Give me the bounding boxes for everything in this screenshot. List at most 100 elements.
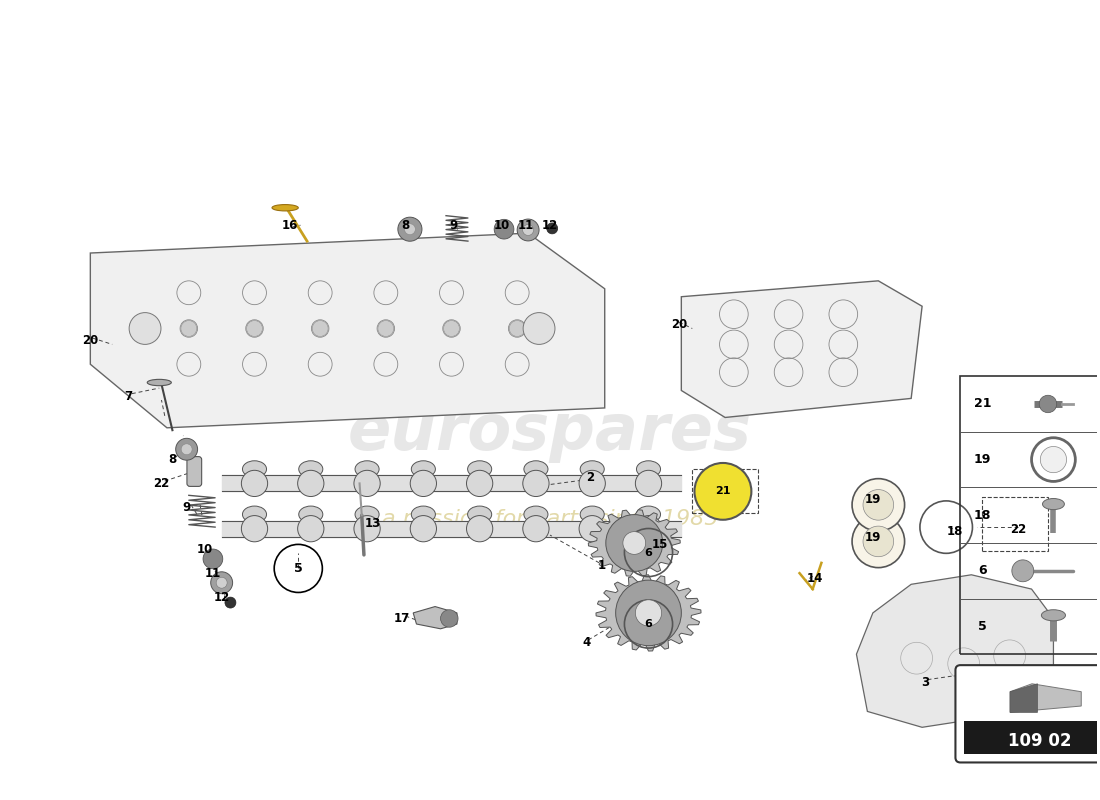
Text: 5: 5 <box>294 562 302 575</box>
Circle shape <box>180 321 197 337</box>
Circle shape <box>522 470 549 497</box>
Circle shape <box>443 321 460 337</box>
Text: 12: 12 <box>542 218 558 232</box>
Circle shape <box>517 219 539 241</box>
Circle shape <box>312 321 328 337</box>
Circle shape <box>864 526 893 557</box>
Circle shape <box>298 470 323 497</box>
Text: 10: 10 <box>494 218 510 232</box>
Circle shape <box>466 515 493 542</box>
Circle shape <box>410 470 437 497</box>
Text: 109 02: 109 02 <box>1008 732 1071 750</box>
Text: 11: 11 <box>518 218 534 232</box>
Text: 8: 8 <box>168 453 176 466</box>
Text: 14: 14 <box>806 572 823 586</box>
Circle shape <box>606 514 662 571</box>
Ellipse shape <box>637 461 660 478</box>
Text: 18: 18 <box>974 509 991 522</box>
Ellipse shape <box>355 461 380 478</box>
Ellipse shape <box>411 506 436 522</box>
Text: 17: 17 <box>394 612 410 625</box>
Text: 8: 8 <box>402 218 409 232</box>
Circle shape <box>636 515 661 542</box>
Circle shape <box>522 515 549 542</box>
Bar <box>692 469 758 513</box>
Circle shape <box>694 463 751 520</box>
Circle shape <box>616 580 681 646</box>
Circle shape <box>579 515 605 542</box>
Circle shape <box>354 515 381 542</box>
Text: a passion for parts since 1985: a passion for parts since 1985 <box>382 509 718 529</box>
FancyBboxPatch shape <box>187 457 201 486</box>
Text: 10: 10 <box>197 543 213 556</box>
Circle shape <box>494 219 514 239</box>
Text: 7: 7 <box>124 390 133 402</box>
Text: 19: 19 <box>974 453 991 466</box>
Text: 21: 21 <box>974 398 991 410</box>
Polygon shape <box>681 281 922 418</box>
FancyBboxPatch shape <box>956 665 1100 762</box>
Circle shape <box>182 444 192 454</box>
Text: 2: 2 <box>586 471 595 484</box>
Circle shape <box>864 490 893 520</box>
Text: 12: 12 <box>213 590 230 603</box>
Text: 11: 11 <box>205 566 221 580</box>
Text: 16: 16 <box>282 218 298 232</box>
Ellipse shape <box>468 506 492 522</box>
Circle shape <box>405 224 416 234</box>
Ellipse shape <box>242 461 266 478</box>
Polygon shape <box>596 574 701 651</box>
Circle shape <box>211 572 232 594</box>
Text: 19: 19 <box>865 531 881 544</box>
Ellipse shape <box>1043 498 1065 510</box>
Circle shape <box>623 532 646 554</box>
Ellipse shape <box>411 461 436 478</box>
Text: 18: 18 <box>947 525 964 538</box>
Ellipse shape <box>524 506 548 522</box>
Circle shape <box>246 321 263 337</box>
Ellipse shape <box>242 506 266 522</box>
Polygon shape <box>414 606 456 629</box>
Ellipse shape <box>1042 610 1066 621</box>
Circle shape <box>636 470 661 497</box>
Text: 20: 20 <box>671 318 688 331</box>
Circle shape <box>1040 395 1057 413</box>
Circle shape <box>410 515 437 542</box>
Ellipse shape <box>355 506 380 522</box>
Text: 22: 22 <box>1010 523 1026 536</box>
Circle shape <box>241 470 267 497</box>
Text: 3: 3 <box>922 675 930 689</box>
Circle shape <box>176 438 198 460</box>
Text: 4: 4 <box>582 636 591 649</box>
Ellipse shape <box>299 461 322 478</box>
Text: 19: 19 <box>865 493 881 506</box>
Text: 20: 20 <box>82 334 99 347</box>
Bar <box>960 376 1100 654</box>
Ellipse shape <box>272 205 298 211</box>
Text: 21: 21 <box>715 486 730 496</box>
Text: 5: 5 <box>978 620 987 633</box>
Text: 15: 15 <box>651 538 668 551</box>
Polygon shape <box>1010 684 1037 712</box>
Ellipse shape <box>524 461 548 478</box>
Text: 6: 6 <box>978 564 987 578</box>
Ellipse shape <box>637 506 660 522</box>
Circle shape <box>217 578 227 588</box>
Circle shape <box>129 313 161 344</box>
Ellipse shape <box>299 506 322 522</box>
Circle shape <box>466 470 493 497</box>
Polygon shape <box>588 510 680 576</box>
Ellipse shape <box>580 461 604 478</box>
Text: 6: 6 <box>645 619 652 629</box>
Bar <box>964 721 1100 754</box>
Ellipse shape <box>147 379 172 386</box>
Circle shape <box>636 600 661 626</box>
Circle shape <box>522 225 534 235</box>
Ellipse shape <box>580 506 604 522</box>
Polygon shape <box>1010 684 1081 712</box>
Circle shape <box>398 217 422 242</box>
Polygon shape <box>90 233 605 428</box>
Circle shape <box>441 610 458 627</box>
Circle shape <box>524 313 556 344</box>
Text: 9: 9 <box>183 501 190 514</box>
